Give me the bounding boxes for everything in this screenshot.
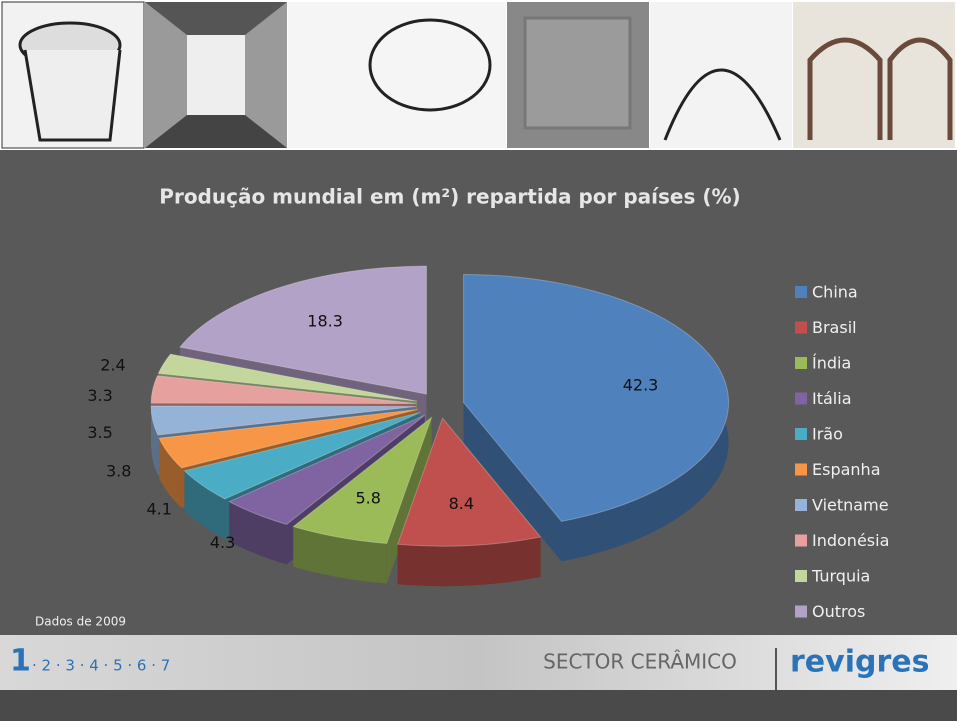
data-label: 3.3 [87,386,112,405]
legend-swatch [795,357,807,369]
legend-label: Espanha [812,460,881,479]
legend-label: Vietname [812,496,889,515]
slide: Produção mundial em (m²) repartida por p… [0,0,957,721]
legend-swatch [795,499,807,511]
data-label: 42.3 [623,376,659,395]
legend-label: Índia [812,354,851,373]
data-label: 5.8 [355,488,380,507]
brand-logo[interactable]: revigres [790,645,929,680]
nav-pages[interactable]: · 2 · 3 · 4 · 5 · 6 · 7 [32,657,170,675]
legend-label: Irão [812,425,843,444]
legend-swatch [795,393,807,405]
data-label: 18.3 [307,312,343,331]
legend-label: China [812,283,858,302]
data-label: 3.5 [87,423,112,442]
chart: Produção mundial em (m²) repartida por p… [0,0,957,721]
legend-swatch [795,606,807,618]
data-label: 3.8 [106,462,131,481]
legend-swatch [795,570,807,582]
data-label: 4.3 [210,533,235,552]
legend-label: Outros [812,602,865,621]
legend-swatch [795,535,807,547]
legend-label: Indonésia [812,531,889,550]
legend-label: Brasil [812,318,857,337]
legend-label: Turquia [811,567,870,586]
data-note: Dados de 2009 [35,615,126,629]
legend-swatch [795,428,807,440]
section-title: SECTOR CERÂMICO [543,650,737,674]
legend-swatch [795,322,807,334]
data-label: 8.4 [449,494,474,513]
header-images [0,0,957,150]
bottom-band [0,690,957,721]
chart-title: Produção mundial em (m²) repartida por p… [159,185,740,209]
legend-swatch [795,286,807,298]
data-label: 2.4 [100,356,125,375]
legend-label: Itália [812,389,852,408]
legend-swatch [795,464,807,476]
data-label: 4.1 [146,500,171,519]
nav-current[interactable]: 1 [10,644,31,679]
